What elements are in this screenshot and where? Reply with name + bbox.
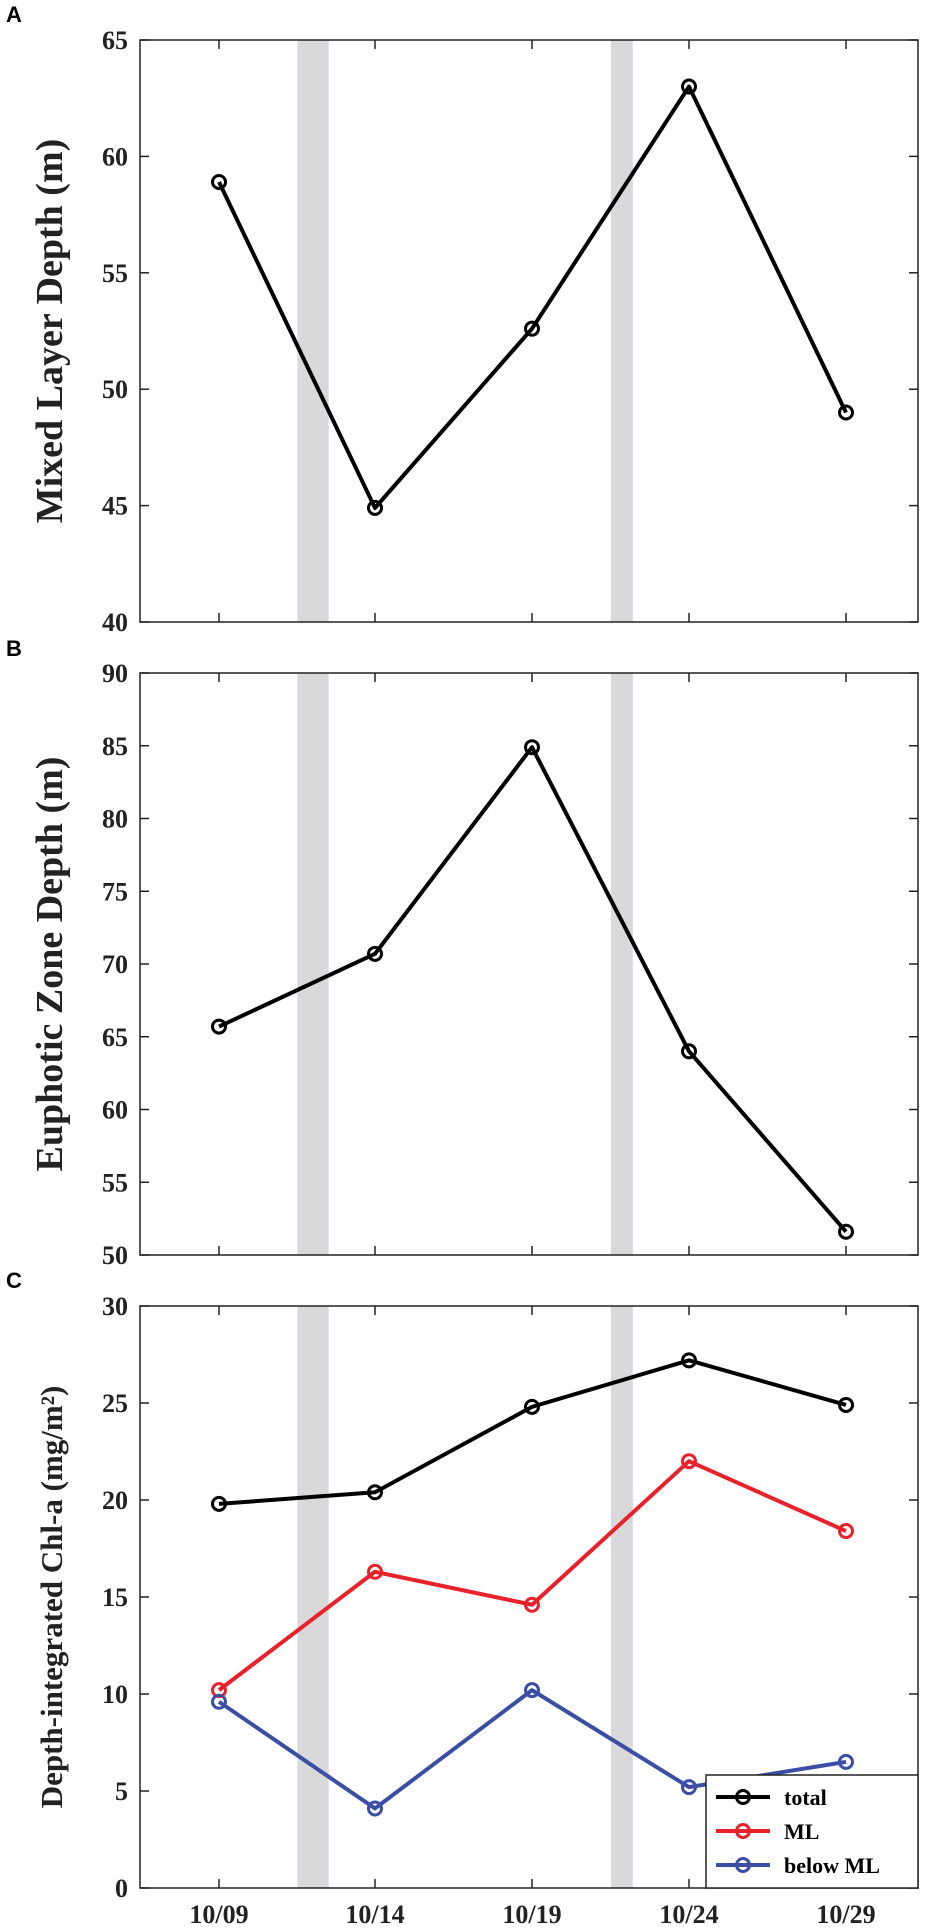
y-tick-label: 0 — [115, 1874, 128, 1903]
x-tick-label: 10/24 — [659, 1900, 718, 1929]
y-tick-label: 55 — [102, 1168, 128, 1197]
data-point — [367, 945, 383, 962]
y-tick-label: 45 — [102, 492, 128, 521]
data-point — [838, 1753, 854, 1770]
y-tick-label: 85 — [102, 732, 128, 761]
y-axis-title: Depth-integrated Chl-a (mg/m²) — [34, 1386, 69, 1809]
y-tick-label: 10 — [102, 1680, 128, 1709]
data-point — [211, 1018, 227, 1035]
y-tick-label: 80 — [102, 805, 128, 834]
data-point — [524, 1682, 540, 1699]
series-line-main — [217, 84, 848, 510]
y-tick-label: 50 — [102, 375, 128, 404]
series-line-main — [218, 745, 848, 1234]
legend-label: ML — [784, 1819, 819, 1844]
data-point — [211, 1693, 227, 1710]
data-point — [524, 1596, 540, 1613]
y-tick-label: 50 — [102, 1241, 128, 1270]
data-point — [838, 1523, 854, 1540]
legend: total ML below ML — [705, 1774, 919, 1889]
legend-label: total — [784, 1785, 827, 1810]
y-tick-label: 70 — [102, 950, 128, 979]
data-point — [681, 1779, 697, 1796]
y-tick-label: 90 — [102, 659, 128, 688]
shaded-band — [610, 673, 633, 1255]
data-point — [681, 78, 697, 95]
y-tick-label: 30 — [102, 1292, 128, 1321]
legend-marker — [735, 1789, 751, 1805]
panel-B: B 50 55 60 65 70 75 80 85 90 Euphotic Zone Depth (… — [6, 636, 919, 1270]
data-point — [524, 1398, 540, 1415]
y-axis-title: Euphotic Zone Depth (m) — [29, 757, 71, 1172]
data-point — [524, 739, 540, 756]
y-tick-label: 25 — [102, 1389, 128, 1418]
y-tick-label: 40 — [102, 608, 128, 637]
series-line-ml — [217, 1459, 847, 1692]
shaded-band — [610, 1306, 633, 1888]
x-tick-label: 10/09 — [189, 1900, 248, 1929]
y-tick-label: 60 — [102, 142, 128, 171]
panel-letter: C — [6, 1268, 22, 1293]
panel-C: C 0 5 10 15 20 25 30 10/09 10/14 10/19 10/24 10/29 De… — [6, 1268, 919, 1929]
data-point — [838, 1223, 854, 1240]
y-tick-label: 65 — [102, 26, 128, 55]
shaded-band — [297, 673, 329, 1255]
data-point — [524, 320, 540, 337]
y-tick-label: 60 — [102, 1096, 128, 1125]
y-tick-label: 15 — [102, 1583, 128, 1612]
shaded-band — [297, 1306, 329, 1888]
y-tick-label: 20 — [102, 1486, 128, 1515]
y-tick-label: 5 — [115, 1777, 128, 1806]
y-axis-title: Mixed Layer Depth (m) — [29, 139, 71, 524]
data-point — [211, 174, 227, 191]
panel-A: A 40 45 50 55 60 65 Mixed Layer Depth (m) — [6, 2, 919, 637]
data-point — [367, 499, 383, 516]
data-point — [367, 1484, 383, 1501]
x-tick-label: 10/19 — [502, 1900, 561, 1929]
legend-label: below ML — [784, 1853, 880, 1878]
plot-frame — [139, 672, 919, 1256]
panel-letter: A — [6, 2, 22, 27]
data-point — [681, 1043, 697, 1060]
x-tick-label: 10/29 — [816, 1900, 875, 1929]
data-point — [367, 1800, 383, 1817]
shaded-band — [297, 40, 329, 622]
plot-frame — [139, 39, 919, 623]
data-point — [838, 404, 854, 421]
x-tick-label: 10/14 — [345, 1900, 404, 1929]
data-point — [681, 1453, 697, 1470]
data-point — [681, 1352, 697, 1369]
y-tick-label: 65 — [102, 1023, 128, 1052]
legend-marker — [735, 1857, 751, 1873]
series-line-total — [218, 1358, 847, 1506]
data-point — [367, 1563, 383, 1580]
data-point — [838, 1396, 854, 1413]
shaded-band — [610, 40, 633, 622]
y-tick-label: 55 — [102, 259, 128, 288]
legend-marker — [735, 1823, 751, 1839]
y-tick-label: 75 — [102, 877, 128, 906]
data-point — [211, 1495, 227, 1512]
panel-letter: B — [6, 636, 22, 661]
